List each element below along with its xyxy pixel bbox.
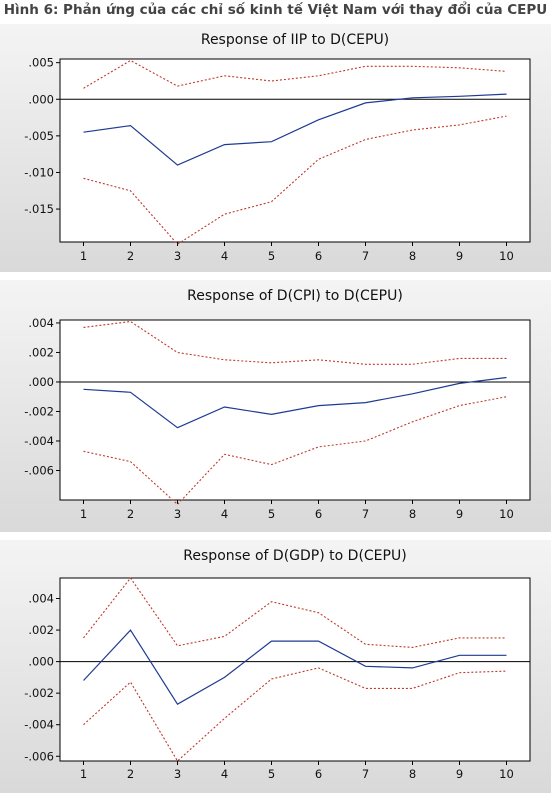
gdp-y-tick-label: .002 — [28, 623, 54, 637]
cpi-y-tick-label: .002 — [28, 345, 54, 359]
gdp-y-tick-label: -.004 — [24, 718, 54, 732]
cpi-response-chart: Response of D(CPI) to D(CEPU) .004 .002 .00… — [24, 288, 531, 521]
gdp-x-tick-label: 5 — [268, 767, 275, 781]
cpi-x-tick-label: 5 — [268, 507, 275, 521]
gdp-x-tick-label: 6 — [315, 767, 322, 781]
iip-x-tick-label: 1 — [80, 249, 87, 263]
iip-x-tick-label: 8 — [409, 249, 416, 263]
gdp-x-tick-label: 7 — [362, 767, 369, 781]
cpi-response-line — [83, 376, 507, 429]
iip-x-tick-label: 7 — [362, 249, 369, 263]
iip-y-tick-label: -.015 — [24, 202, 54, 216]
iip-response-panel: Response of IIP to D(CEPU) .005 .000 -.005 -… — [0, 24, 551, 272]
iip-y-tick-label: .000 — [28, 92, 54, 106]
cpi-y-tick-label: -.006 — [24, 463, 54, 477]
cpi-upper-line — [83, 320, 507, 365]
cpi-x-tick-label: 1 — [80, 507, 87, 521]
gdp-y-tick-label: .004 — [28, 592, 54, 606]
iip-y-tick-label: .005 — [28, 56, 54, 70]
cpi-x-tick-label: 7 — [362, 507, 369, 521]
gdp-y-tick-label: -.006 — [24, 749, 54, 763]
gdp-chart-title: Response of D(GDP) to D(CEPU) — [183, 548, 406, 564]
iip-x-tick-label: 5 — [268, 249, 275, 263]
cpi-y-tick-label: -.002 — [24, 404, 54, 418]
cpi-x-tick-label: 6 — [315, 507, 322, 521]
gdp-x-tick-label: 3 — [174, 767, 181, 781]
cpi-lower-line — [83, 396, 507, 506]
cpi-y-tick-label: -.004 — [24, 434, 54, 448]
gdp-response-line — [83, 629, 507, 706]
cpi-chart-title: Response of D(CPI) to D(CEPU) — [187, 288, 403, 304]
gdp-y-tick-label: -.002 — [24, 686, 54, 700]
gdp-response-panel: Response of D(GDP) to D(CEPU) .004 .002 .00… — [0, 540, 551, 793]
iip-y-tick-label: -.010 — [24, 165, 54, 179]
gdp-x-tick-label: 10 — [499, 767, 514, 781]
iip-response-chart: Response of IIP to D(CEPU) .005 .000 -.005 -… — [24, 32, 531, 263]
iip-x-tick-label: 10 — [499, 249, 514, 263]
iip-response-line — [83, 93, 507, 166]
figure-title: Hình 6: Phản ứng của các chỉ số kinh tế … — [3, 2, 548, 18]
iip-upper-line — [83, 59, 507, 89]
cpi-x-tick-label: 9 — [456, 507, 463, 521]
cpi-x-tick-label: 2 — [127, 507, 134, 521]
iip-x-tick-label: 2 — [127, 249, 134, 263]
gdp-response-chart: Response of D(GDP) to D(CEPU) .004 .002 .00… — [24, 548, 531, 781]
cpi-response-panel: Response of D(CPI) to D(CEPU) .004 .002 .00… — [0, 280, 551, 532]
iip-y-tick-label: -.005 — [24, 129, 54, 143]
gdp-x-tick-label: 1 — [80, 767, 87, 781]
cpi-y-tick-label: .000 — [28, 375, 54, 389]
iip-x-tick-label: 9 — [456, 249, 463, 263]
iip-x-tick-label: 6 — [315, 249, 322, 263]
cpi-x-tick-label: 10 — [499, 507, 514, 521]
iip-x-tick-label: 3 — [174, 249, 181, 263]
gdp-x-tick-label: 4 — [221, 767, 228, 781]
cpi-x-tick-label: 8 — [409, 507, 416, 521]
iip-plot-area — [59, 58, 531, 243]
gdp-x-tick-label: 2 — [127, 767, 134, 781]
iip-x-tick-label: 4 — [221, 249, 228, 263]
cpi-x-tick-label: 4 — [221, 507, 228, 521]
gdp-upper-line — [83, 577, 507, 648]
iip-chart-title: Response of IIP to D(CEPU) — [201, 32, 389, 48]
gdp-y-tick-label: .000 — [28, 655, 54, 669]
cpi-y-tick-label: .004 — [28, 316, 54, 330]
gdp-x-tick-label: 9 — [456, 767, 463, 781]
gdp-x-tick-label: 8 — [409, 767, 416, 781]
gdp-lower-line — [83, 667, 507, 762]
gdp-plot-area — [59, 577, 531, 762]
iip-lower-line — [83, 115, 507, 245]
cpi-x-tick-label: 3 — [174, 507, 181, 521]
